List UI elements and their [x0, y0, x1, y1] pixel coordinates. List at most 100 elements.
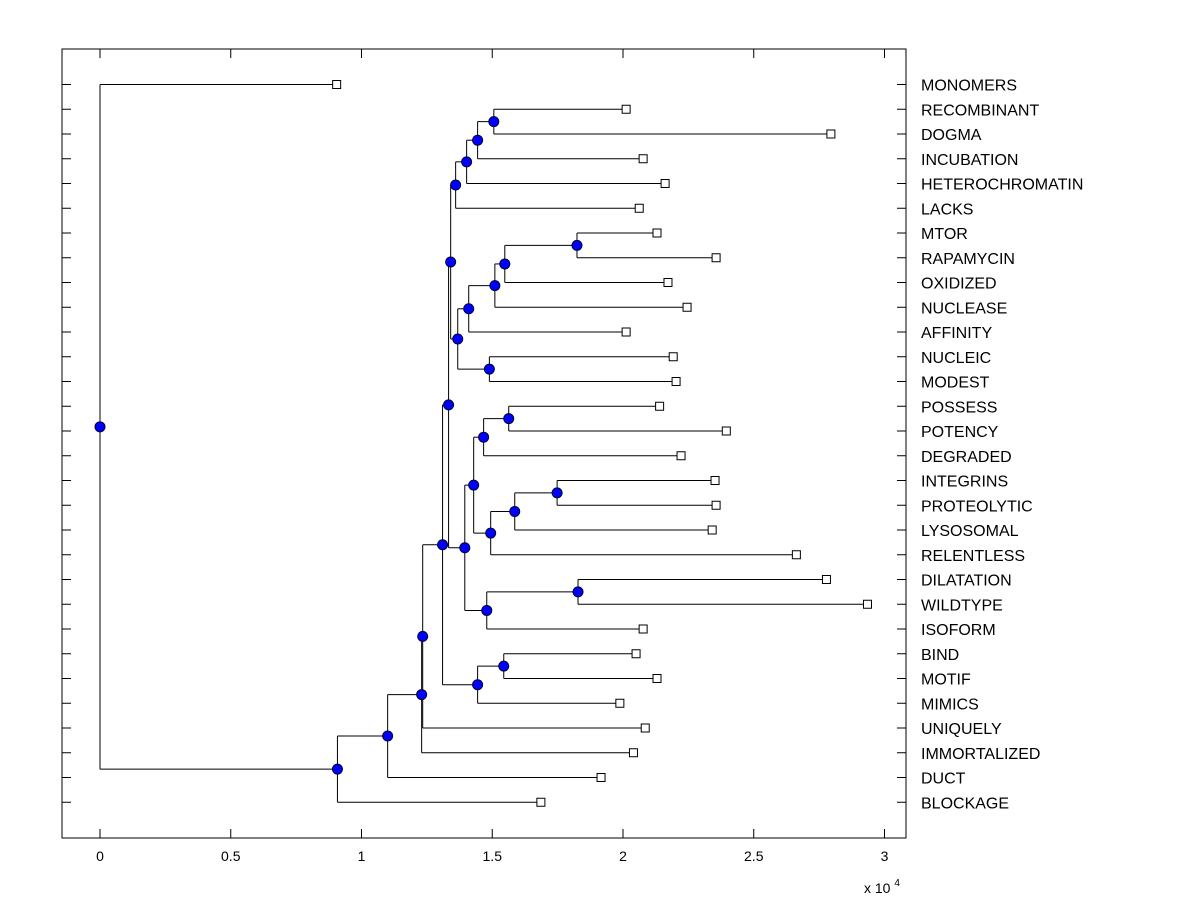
x-tick-label: 1.5	[483, 848, 503, 864]
leaf-label: DEGRADED	[921, 449, 1012, 466]
internal-node	[450, 179, 462, 191]
x-tick-label: 2	[619, 848, 627, 864]
internal-node	[463, 303, 475, 315]
leaf-marker	[863, 599, 873, 609]
leaf-label: MTOR	[921, 226, 968, 243]
internal-node	[94, 421, 106, 433]
internal-node	[481, 604, 493, 616]
leaf-label: BLOCKAGE	[921, 795, 1009, 812]
leaf-label: MODEST	[921, 375, 990, 392]
leaf-marker	[711, 253, 721, 263]
leaf-marker	[621, 327, 631, 337]
internal-node	[472, 134, 484, 146]
leaf-markers	[332, 80, 873, 807]
leaf-marker	[663, 278, 673, 287]
leaf-label: DUCT	[921, 771, 966, 788]
leaf-label: DILATATION	[921, 573, 1012, 590]
leaf-label: DOGMA	[921, 127, 982, 144]
x-exponent-power: 4	[894, 878, 900, 889]
leaf-label: UNIQUELY	[921, 721, 1002, 738]
leaf-label: RECOMBINANT	[921, 102, 1039, 119]
leaf-marker	[711, 500, 721, 510]
internal-node	[478, 431, 490, 443]
internal-node	[468, 479, 480, 491]
leaf-marker	[640, 723, 650, 733]
leaf-label: RAPAMYCIN	[921, 251, 1015, 268]
internal-node	[498, 660, 510, 672]
leaf-marker	[707, 525, 717, 535]
leaf-label: OXIDIZED	[921, 276, 997, 293]
internal-node	[331, 763, 343, 775]
leaf-marker	[676, 451, 686, 461]
leaf-label: MOTIF	[921, 672, 971, 689]
leaf-label: PROTEOLYTIC	[921, 498, 1033, 515]
leaf-marker	[671, 377, 681, 386]
x-exponent-label: x 10 4	[864, 878, 900, 896]
leaf-marker	[821, 575, 831, 584]
leaf-marker	[638, 624, 648, 634]
x-tick-label: 3	[881, 848, 889, 864]
internal-node	[445, 256, 457, 268]
leaf-label: RELENTLESS	[921, 548, 1025, 565]
leaf-label: BIND	[921, 647, 959, 664]
leaf-marker	[721, 426, 731, 436]
leaf-marker	[615, 698, 625, 708]
internal-node	[382, 730, 394, 742]
leaf-label: LYSOSOMAL	[921, 523, 1019, 540]
internal-node	[509, 505, 521, 517]
leaf-label: INCUBATION	[921, 152, 1018, 169]
leaf-label: LACKS	[921, 201, 973, 218]
leaf-marker	[710, 476, 720, 485]
leaf-label: WILDTYPE	[921, 597, 1003, 614]
leaf-labels: MONOMERS RECOMBINANT DOGMA INCUBATION HETERO…	[921, 78, 1083, 813]
leaf-marker	[621, 104, 631, 114]
internal-node	[488, 116, 500, 128]
internal-node	[503, 413, 515, 425]
y-tick-marks	[62, 84, 906, 803]
leaf-label: NUCLEIC	[921, 350, 991, 367]
leaf-label: HETEROCHROMATIN	[921, 177, 1083, 194]
leaf-marker	[332, 80, 342, 89]
leaf-label: AFFINITY	[921, 325, 992, 342]
leaf-label: POSSESS	[921, 399, 997, 416]
leaf-marker	[826, 129, 836, 139]
leaf-marker	[655, 401, 665, 411]
internal-node	[571, 239, 583, 251]
x-tick-label: 2.5	[744, 848, 764, 864]
internal-node	[485, 527, 497, 539]
internal-node	[443, 399, 455, 411]
internal-node	[437, 539, 449, 551]
internal-node	[572, 586, 584, 598]
x-exponent-base: x 10	[864, 880, 891, 896]
internal-node	[416, 689, 428, 701]
leaf-marker	[638, 154, 648, 164]
leaf-marker	[634, 203, 644, 213]
internal-node	[499, 258, 511, 270]
leaf-label: MIMICS	[921, 696, 979, 713]
x-axis: 0 0.5 1 1.5 2 2.5 3	[96, 49, 889, 864]
leaf-marker	[791, 550, 801, 560]
leaf-label: ISOFORM	[921, 622, 996, 639]
internal-node	[472, 679, 484, 691]
internal-node	[489, 280, 501, 292]
internal-nodes	[94, 116, 584, 775]
leaf-label: IMMORTALIZED	[921, 746, 1040, 763]
leaf-label: NUCLEASE	[921, 300, 1007, 317]
internal-node	[459, 542, 471, 554]
internal-node	[483, 363, 495, 375]
leaf-label: POTENCY	[921, 424, 999, 441]
leaf-marker	[682, 302, 692, 312]
leaf-label: MONOMERS	[921, 78, 1017, 95]
internal-node	[461, 156, 473, 168]
leaf-marker	[652, 674, 662, 683]
leaf-marker	[596, 773, 606, 782]
leaf-marker	[536, 797, 546, 807]
internal-node	[417, 630, 429, 642]
leaf-marker	[668, 352, 678, 362]
internal-node	[551, 487, 563, 499]
leaf-marker	[631, 649, 641, 659]
internal-node	[452, 333, 464, 345]
leaf-marker	[628, 748, 638, 758]
x-tick-label: 0	[96, 848, 104, 864]
